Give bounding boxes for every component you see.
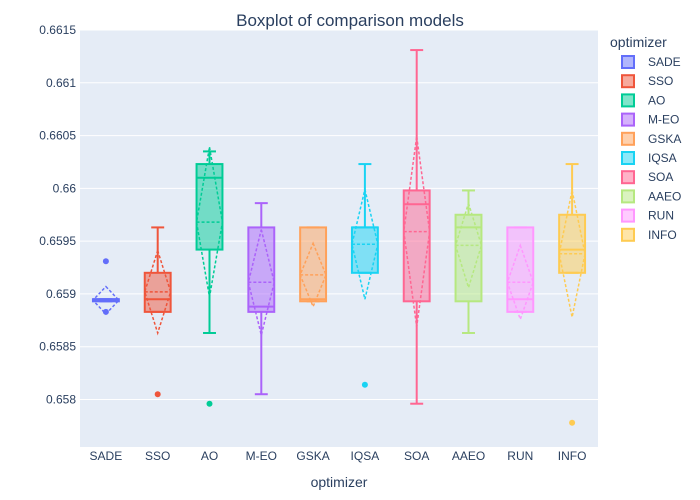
x-tick-label: SSO <box>145 449 170 463</box>
x-tick-label: AAEO <box>452 449 485 463</box>
legend-swatch <box>621 208 635 223</box>
outlier-point <box>154 391 161 398</box>
box-iqr <box>350 226 379 274</box>
x-tick-label: SOA <box>404 449 429 463</box>
y-tick-label: 0.661 <box>46 76 76 90</box>
legend-item-soa: SOA <box>621 170 673 185</box>
legend-item-iqsa: IQSA <box>621 151 677 165</box>
outlier-point <box>206 400 213 407</box>
x-tick-label: AO <box>201 449 218 463</box>
mean-sd-diamond <box>195 147 224 298</box>
legend-label: M-EO <box>648 113 679 127</box>
legend-label: IQSA <box>648 151 677 165</box>
legend-item-sso: SSO <box>621 74 673 89</box>
mean-sd-diamond <box>558 190 586 318</box>
legend-label: AO <box>648 93 665 107</box>
x-tick-label: RUN <box>507 449 533 463</box>
y-tick-label: 0.66 <box>53 181 77 195</box>
legend-swatch <box>621 227 635 242</box>
legend-label: RUN <box>648 209 674 223</box>
mean-sd-diamond <box>143 248 172 336</box>
chart-title: Boxplot of comparison models <box>236 11 464 30</box>
y-tick-label: 0.6615 <box>39 23 76 37</box>
legend-item-gska: GSKA <box>621 131 681 146</box>
legend-swatch <box>621 170 635 185</box>
legend-label: SOA <box>648 170 673 184</box>
legend-label: SSO <box>648 74 673 88</box>
mean-sd-diamond <box>351 189 379 300</box>
box-sso <box>143 226 172 398</box>
legend-item-info: INFO <box>621 227 677 242</box>
legend-label: INFO <box>648 228 677 242</box>
legend-swatch <box>621 74 635 89</box>
legend-label: AAEO <box>648 189 681 203</box>
mean-sd-diamond <box>402 136 431 327</box>
legend-item-aaeo: AAEO <box>621 189 681 204</box>
legend-swatch <box>621 93 635 108</box>
x-axis-ticks: SADE SSO AO M-EO GSKA IQSA SOA AAEO RUN INFO <box>90 449 587 463</box>
x-tick-label: IQSA <box>351 449 380 463</box>
outlier-point <box>361 381 368 388</box>
y-tick-label: 0.6605 <box>39 129 76 143</box>
legend-item-run: RUN <box>621 208 674 223</box>
box-info <box>558 163 587 426</box>
legend: SADE SSO AO M-EO GSKA IQSA SOA AAEO RUN INFO <box>621 55 681 242</box>
y-tick-label: 0.6595 <box>39 234 76 248</box>
x-tick-label: M-EO <box>246 449 277 463</box>
y-axis-ticks: 0.658 0.6585 0.659 0.6595 0.66 0.6605 0.661 0.6… <box>39 23 76 406</box>
outlier-point <box>569 419 576 426</box>
x-tick-label: GSKA <box>296 449 329 463</box>
mean-sd-diamond <box>299 241 327 309</box>
box-m-eo <box>247 202 276 396</box>
y-tick-label: 0.6585 <box>39 340 76 354</box>
legend-item-sade: SADE <box>621 55 681 69</box>
box-iqr <box>558 213 587 274</box>
box-soa <box>402 49 431 405</box>
box-iqsa <box>350 163 379 388</box>
mean-sd-diamond <box>506 243 535 322</box>
legend-swatch <box>621 55 635 69</box>
outlier-point <box>102 258 109 265</box>
box-run <box>506 226 535 322</box>
legend-swatch <box>621 131 635 146</box>
y-tick-label: 0.658 <box>46 392 76 406</box>
legend-label: SADE <box>648 55 681 69</box>
x-tick-label: INFO <box>558 449 587 463</box>
mean-sd-diamond <box>247 229 276 336</box>
legend-item-m-eo: M-EO <box>621 112 679 127</box>
mean-sd-diamond <box>454 200 483 291</box>
legend-label: GSKA <box>648 132 681 146</box>
x-tick-label: SADE <box>90 449 123 463</box>
box-gska <box>299 226 328 309</box>
legend-item-ao: AO <box>621 93 665 108</box>
legend-swatch <box>621 189 635 204</box>
y-tick-label: 0.659 <box>46 287 76 301</box>
box-ao <box>195 147 224 407</box>
x-axis-title: optimizer <box>311 474 368 490</box>
box-series-layer <box>91 49 587 426</box>
legend-title: optimizer <box>610 34 667 50</box>
box-sade <box>91 258 120 316</box>
box-aaeo <box>454 189 483 334</box>
legend-swatch <box>621 151 635 165</box>
legend-swatch <box>621 112 635 127</box>
outlier-point <box>102 308 109 315</box>
box-iqr <box>402 189 431 303</box>
